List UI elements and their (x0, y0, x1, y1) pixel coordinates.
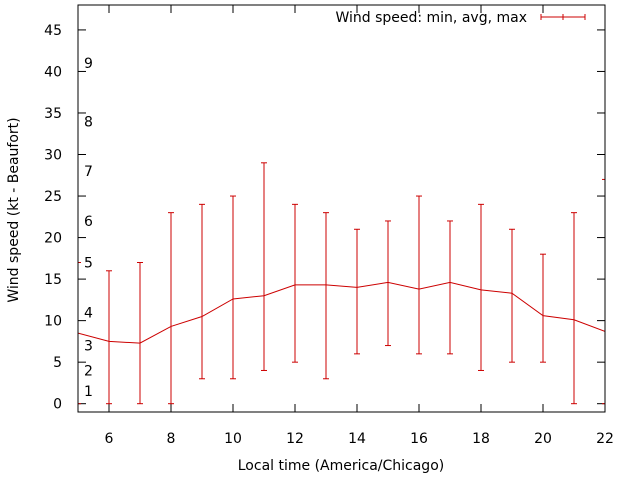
y-tick-label: 15 (44, 272, 62, 288)
x-tick-label: 12 (286, 431, 304, 447)
x-tick-label: 8 (167, 431, 176, 447)
y-tick-label: 30 (44, 148, 62, 164)
x-tick-label: 14 (348, 431, 366, 447)
series-area (78, 162, 605, 405)
x-tick-label: 18 (472, 431, 490, 447)
legend-label: Wind speed: min, avg, max (335, 10, 527, 26)
plot-frame (77, 4, 606, 413)
beaufort-label: 8 (84, 114, 93, 130)
beaufort-label: 6 (84, 214, 93, 230)
x-axis-label: Local time (America/Chicago) (238, 458, 444, 474)
y-tick-label: 35 (44, 106, 62, 122)
x-tick-label: 10 (224, 431, 242, 447)
y-tick-label: 45 (44, 23, 62, 39)
x-tick-label: 20 (534, 431, 552, 447)
y-axis-label: Wind speed (kt - Beaufort) (6, 117, 22, 302)
beaufort-label: 3 (84, 339, 93, 355)
x-tick-label: 16 (410, 431, 428, 447)
beaufort-label: 7 (84, 164, 93, 180)
y-tick-label: 10 (44, 314, 62, 330)
avg-line (78, 281, 605, 344)
beaufort-label: 4 (84, 305, 93, 321)
x-tick-label: 6 (105, 431, 114, 447)
beaufort-label: 2 (84, 363, 93, 379)
beaufort-label: 1 (84, 384, 93, 400)
y-tick-label: 0 (53, 397, 62, 413)
plot-border (77, 4, 606, 413)
beaufort-scale: 1 2 3 4 5 6 7 8 9 (84, 56, 93, 400)
y-tick-label: 20 (44, 231, 62, 247)
legend: Wind speed: min, avg, max (335, 10, 586, 26)
y-tick-label: 40 (44, 64, 62, 80)
y-tick-label: 25 (44, 189, 62, 205)
beaufort-label: 5 (84, 255, 93, 271)
y-tick-label: 5 (53, 355, 62, 371)
x-tick-label: 22 (596, 431, 614, 447)
beaufort-label: 9 (84, 56, 93, 72)
